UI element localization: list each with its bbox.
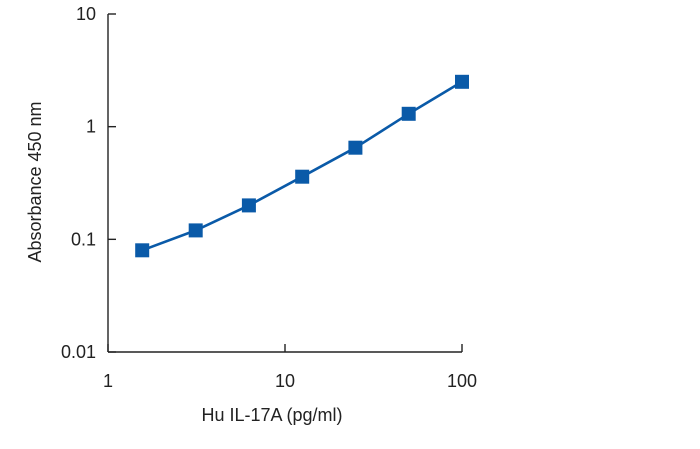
x-axis-title: Hu IL-17A (pg/ml) — [201, 405, 342, 425]
y-tick-label: 1 — [86, 117, 96, 137]
x-tick-label: 100 — [447, 371, 477, 391]
x-tick-label: 1 — [103, 371, 113, 391]
y-tick-label: 0.01 — [61, 342, 96, 362]
data-point-marker — [295, 169, 310, 184]
data-point-marker — [348, 140, 363, 155]
ticks-layer: 0.01 0.1 1 10 1 10 100 — [61, 4, 477, 391]
data-point-marker — [455, 74, 469, 89]
series-layer — [135, 74, 469, 258]
data-point-marker — [401, 106, 416, 121]
y-tick-label: 0.1 — [71, 229, 96, 249]
x-tick-label: 10 — [275, 371, 295, 391]
data-point-marker — [241, 198, 256, 213]
y-tick-label: 10 — [76, 4, 96, 24]
y-axis-title: Absorbance 450 nm — [25, 101, 45, 262]
data-point-marker — [188, 223, 203, 238]
data-point-marker — [135, 243, 150, 258]
axes-layer — [107, 14, 462, 353]
